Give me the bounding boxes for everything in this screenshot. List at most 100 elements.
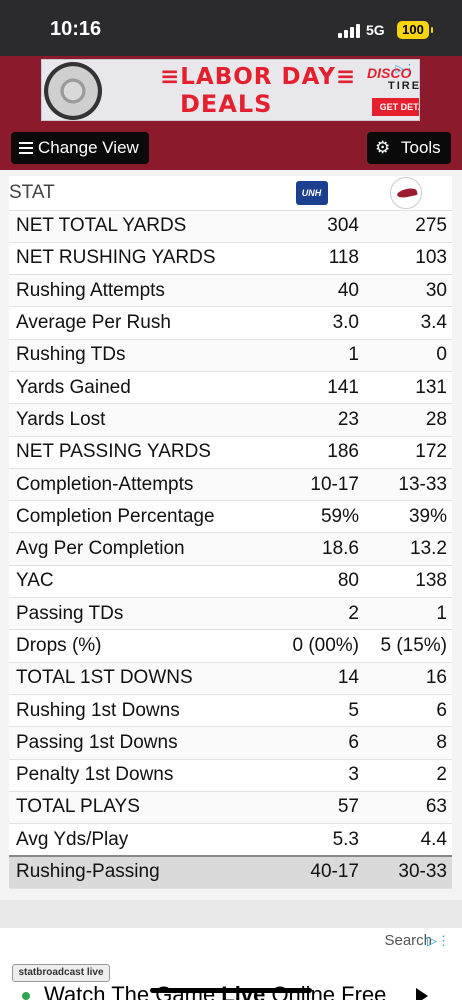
stat-label: TOTAL 1ST DOWNS — [9, 662, 264, 695]
team2-value: 4.4 — [359, 823, 452, 857]
table-row: Average Per Rush 3.0 3.4 — [9, 306, 452, 340]
stats-panel: STAT UNH NET TOTAL YARDS 304 275 NET RUSHIN… — [0, 170, 462, 900]
table-row: Rushing Attempts 40 30 — [9, 274, 452, 308]
network-label: 5G — [366, 22, 385, 38]
change-view-button[interactable]: Change View — [11, 132, 149, 164]
stat-label: Rushing TDs — [9, 339, 264, 372]
team2-value: 30 — [359, 274, 452, 308]
table-row: Rushing TDs 1 0 — [9, 339, 452, 372]
team1-value: 186 — [264, 436, 359, 469]
battery-icon: 100 — [397, 21, 433, 39]
statbroadcast-logo: statbroadcast live — [12, 964, 110, 982]
team2-value: 138 — [359, 565, 452, 599]
table-row: Rushing 1st Downs 5 6 — [9, 694, 452, 728]
team1-value: 40 — [264, 274, 359, 308]
table-row: Passing 1st Downs 6 8 — [9, 726, 452, 760]
team1-value: 141 — [264, 371, 359, 405]
stat-label: Rushing-Passing — [9, 854, 264, 889]
team2-value: 39% — [359, 500, 452, 534]
ad-banner[interactable]: ≡LABOR DAY≡ DEALS DISCO TIRE GET DETAILS… — [41, 59, 420, 121]
table-row: TOTAL PLAYS 57 63 — [9, 791, 452, 825]
team2-value: 103 — [359, 242, 452, 276]
table-row: Penalty 1st Downs 3 2 — [9, 759, 452, 792]
team1-value: 1 — [264, 339, 359, 372]
table-row: Avg Yds/Play 5.3 4.4 — [9, 823, 452, 857]
stat-label: Average Per Rush — [9, 306, 264, 340]
tools-button[interactable]: ⚙ Tools — [367, 132, 451, 164]
team1-value: 118 — [264, 242, 359, 276]
table-header-row: STAT UNH — [9, 176, 452, 211]
team1-value: 80 — [264, 565, 359, 599]
team1-value: 14 — [264, 662, 359, 695]
team1-value: 3.0 — [264, 306, 359, 340]
team2-value: 275 — [359, 210, 452, 243]
team2-value: 63 — [359, 791, 452, 825]
gear-icon: ⚙ — [375, 138, 391, 157]
stat-label: Completion Percentage — [9, 500, 264, 534]
team1-value: 57 — [264, 791, 359, 825]
team1-value: 18.6 — [264, 532, 359, 566]
team1-value: 10-17 — [264, 468, 359, 502]
live-dot-icon — [22, 992, 30, 1000]
table-total-row: Rushing-Passing 40-17 30-33 — [9, 854, 452, 889]
team1-value: 3 — [264, 759, 359, 792]
table-row: TOTAL 1ST DOWNS 14 16 — [9, 662, 452, 695]
ad-choices-icon[interactable]: ▷⋮ — [427, 933, 450, 948]
ad-headline-1: ≡LABOR DAY≡ — [160, 64, 357, 90]
team2-value: 6 — [359, 694, 452, 728]
ad-brand: DISCO — [367, 65, 412, 81]
status-bar: 10:16 5G 100 — [0, 0, 462, 56]
team2-value: 3.4 — [359, 306, 452, 340]
table-row: NET RUSHING YARDS 118 103 — [9, 242, 452, 276]
stats-table: STAT UNH NET TOTAL YARDS 304 275 NET RUSHIN… — [9, 176, 452, 889]
stat-label: Avg Per Completion — [9, 532, 264, 566]
ad-choices-icon[interactable]: ▷⋮ — [395, 63, 415, 75]
team2-value: 2 — [359, 759, 452, 792]
stat-label: Yards Lost — [9, 403, 264, 437]
unh-logo-icon: UNH — [295, 181, 328, 206]
table-row: Completion Percentage 59% 39% — [9, 500, 452, 534]
team1-value: 6 — [264, 726, 359, 760]
stat-label: Completion-Attempts — [9, 468, 264, 502]
table-row: Passing TDs 2 1 — [9, 597, 452, 631]
stat-label: Passing 1st Downs — [9, 726, 264, 760]
table-row: Drops (%) 0 (00%) 5 (15%) — [9, 629, 452, 663]
team1-value: 5.3 — [264, 823, 359, 857]
team1-value: 23 — [264, 403, 359, 437]
stat-label: NET RUSHING YARDS — [9, 242, 264, 276]
ad-headline-2: DEALS — [180, 90, 273, 118]
team2-column-header — [359, 176, 452, 211]
stat-label: NET PASSING YARDS — [9, 436, 264, 469]
stat-label: TOTAL PLAYS — [9, 791, 264, 825]
wheel-icon — [44, 62, 102, 120]
stat-label: Rushing 1st Downs — [9, 694, 264, 728]
ad-search-link[interactable]: Search — [384, 932, 432, 949]
team2-value: 5 (15%) — [359, 629, 452, 663]
stat-label: Rushing Attempts — [9, 274, 264, 308]
table-row: NET TOTAL YARDS 304 275 — [9, 210, 452, 243]
team2-value: 0 — [359, 339, 452, 372]
bird-logo-icon — [389, 176, 422, 209]
team2-value: 28 — [359, 403, 452, 437]
team2-value: 8 — [359, 726, 452, 760]
footer-strip — [0, 900, 462, 930]
team1-value: 59% — [264, 500, 359, 534]
home-indicator[interactable] — [150, 988, 312, 993]
table-row: NET PASSING YARDS 186 172 — [9, 436, 452, 469]
team1-value: 0 (00%) — [264, 629, 359, 663]
team2-value: 30-33 — [359, 854, 452, 889]
stat-label: Avg Yds/Play — [9, 823, 264, 857]
table-row: Yards Gained 141 131 — [9, 371, 452, 405]
table-row: Yards Lost 23 28 — [9, 403, 452, 437]
stat-column-header: STAT — [9, 176, 264, 211]
team1-value: 2 — [264, 597, 359, 631]
ad-cta-button[interactable]: GET DETAILS — [372, 98, 419, 116]
play-icon[interactable] — [416, 988, 428, 1000]
team2-value: 16 — [359, 662, 452, 695]
change-view-label: Change View — [38, 138, 139, 157]
team1-value: 40-17 — [264, 854, 359, 889]
stat-label: Yards Gained — [9, 371, 264, 405]
signal-icon — [338, 22, 362, 38]
team2-value: 131 — [359, 371, 452, 405]
team1-value: 5 — [264, 694, 359, 728]
